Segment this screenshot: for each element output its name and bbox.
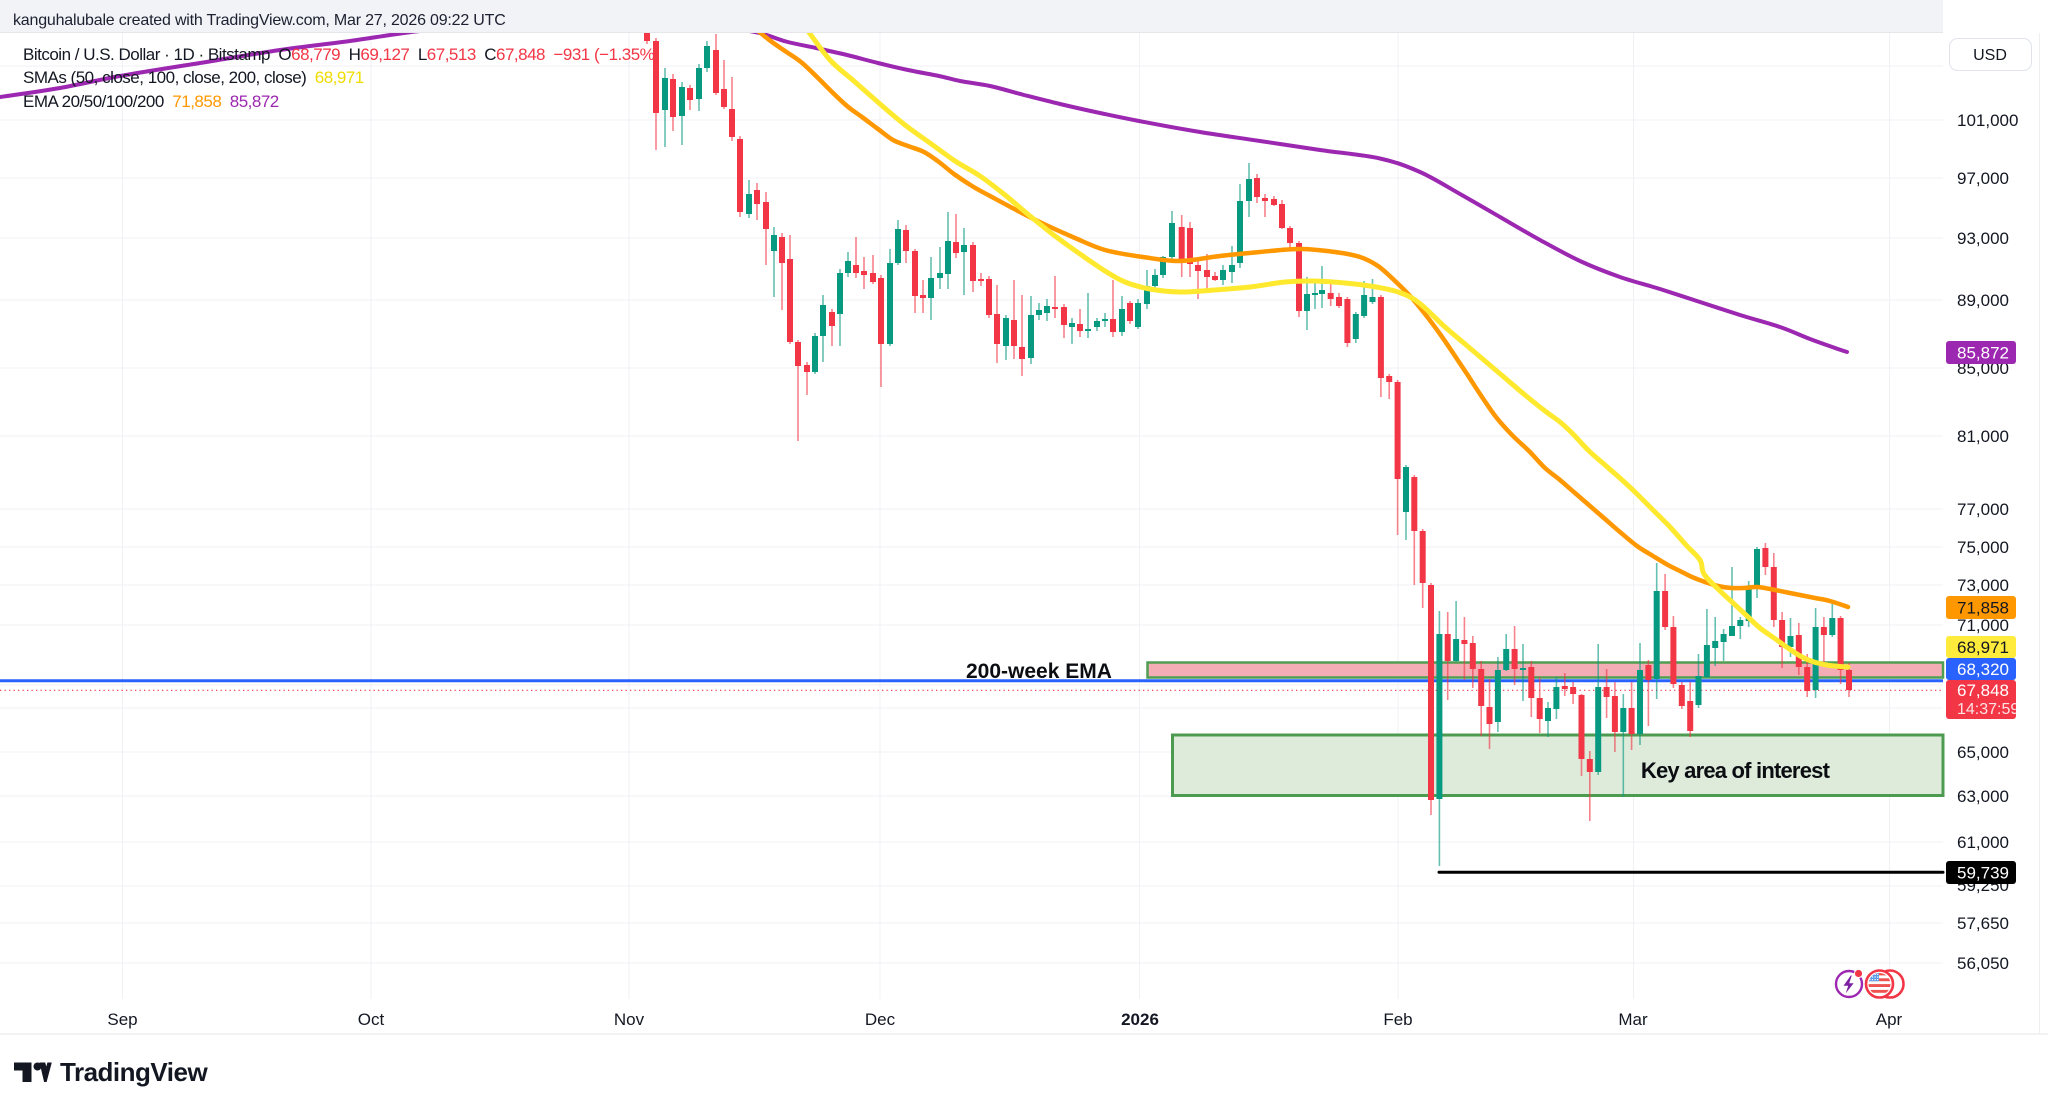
- svg-text:73,000: 73,000: [1957, 576, 2009, 595]
- svg-text:101,000: 101,000: [1957, 111, 2018, 130]
- svg-text:Feb: Feb: [1383, 1010, 1412, 1029]
- svg-text:Dec: Dec: [865, 1010, 896, 1029]
- svg-text:2026: 2026: [1121, 1010, 1159, 1029]
- svg-text:68,971: 68,971: [1957, 638, 2009, 657]
- svg-text:Nov: Nov: [614, 1010, 645, 1029]
- svg-text:85,872: 85,872: [1957, 344, 2009, 363]
- svg-text:61,000: 61,000: [1957, 833, 2009, 852]
- svg-text:14:37:59: 14:37:59: [1957, 701, 2019, 718]
- svg-text:EMA 20/50/100/200 71,858 85,: EMA 20/50/100/200 71,858 85,872: [23, 92, 279, 111]
- svg-text:93,000: 93,000: [1957, 229, 2009, 248]
- svg-text:57,650: 57,650: [1957, 914, 2009, 933]
- svg-text:Sep: Sep: [107, 1010, 137, 1029]
- svg-text:59,739: 59,739: [1957, 864, 2009, 883]
- svg-text:Mar: Mar: [1618, 1010, 1648, 1029]
- svg-text:65,000: 65,000: [1957, 743, 2009, 762]
- svg-text:75,000: 75,000: [1957, 538, 2009, 557]
- svg-text:77,000: 77,000: [1957, 500, 2009, 519]
- svg-text:71,000: 71,000: [1957, 616, 2009, 635]
- svg-text:Bitcoin / U.S. Dollar · 1D · B: Bitcoin / U.S. Dollar · 1D · Bitstamp O6…: [23, 45, 659, 64]
- svg-text:71,858: 71,858: [1957, 599, 2009, 618]
- svg-text:TradingView: TradingView: [60, 1057, 208, 1087]
- svg-text:89,000: 89,000: [1957, 291, 2009, 310]
- svg-text:Oct: Oct: [358, 1010, 385, 1029]
- svg-text:97,000: 97,000: [1957, 169, 2009, 188]
- svg-text:68,320: 68,320: [1957, 660, 2009, 679]
- svg-text:kanguhalubale created with Tra: kanguhalubale created with TradingView.c…: [13, 12, 506, 29]
- svg-text:Key area of interest: Key area of interest: [1641, 758, 1831, 783]
- svg-text:67,848: 67,848: [1957, 681, 2009, 700]
- svg-text:Apr: Apr: [1876, 1010, 1903, 1029]
- svg-text:200-week EMA: 200-week EMA: [966, 660, 1112, 683]
- svg-text:USD: USD: [1973, 47, 2007, 64]
- svg-text:81,000: 81,000: [1957, 427, 2009, 446]
- svg-text:63,000: 63,000: [1957, 787, 2009, 806]
- svg-text:56,050: 56,050: [1957, 954, 2009, 973]
- svg-text:SMAs (50, close, 100, close, 2: SMAs (50, close, 100, close, 200, close)…: [23, 68, 364, 87]
